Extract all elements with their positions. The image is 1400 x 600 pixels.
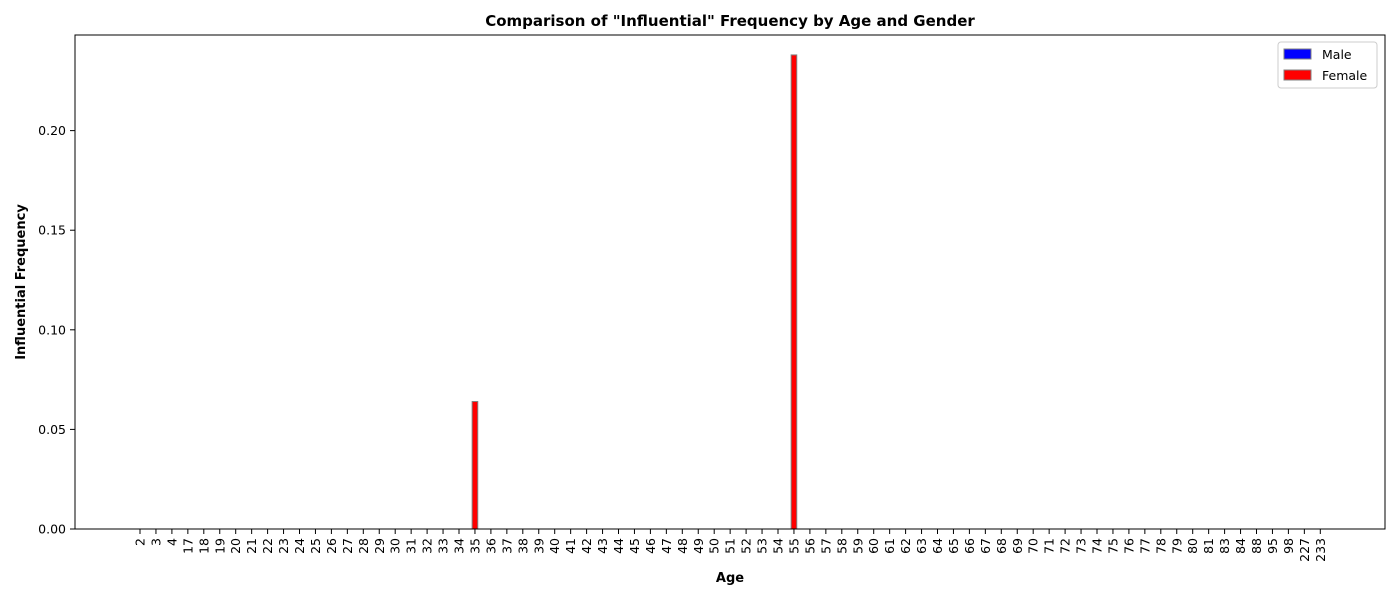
x-tick-label: 77 [1137, 538, 1152, 554]
x-tick-label: 59 [850, 538, 865, 554]
y-tick-label: 0.15 [38, 223, 66, 238]
x-tick-label: 31 [404, 538, 419, 554]
x-tick-label: 2 [133, 538, 148, 546]
x-tick-label: 73 [1074, 538, 1089, 554]
axes-frame [74, 34, 1386, 530]
legend-swatch-female [1283, 69, 1312, 81]
x-tick-label: 227 [1297, 538, 1312, 562]
x-tick-label: 83 [1217, 538, 1232, 554]
x-tick-label: 75 [1105, 538, 1120, 554]
x-tick-label: 72 [1058, 538, 1073, 554]
x-tick-label: 28 [356, 538, 371, 554]
x-tick-label: 35 [467, 538, 482, 554]
x-tick-label: 66 [962, 538, 977, 554]
bar-female-55 [790, 54, 798, 530]
x-tick-label: 61 [882, 538, 897, 554]
x-tick-label: 64 [930, 538, 945, 554]
legend-label-female: Female [1322, 68, 1368, 83]
x-tick-label: 24 [292, 538, 307, 554]
x-tick-label: 25 [308, 538, 323, 554]
x-tick-label: 55 [786, 538, 801, 554]
x-tick-label: 3 [148, 538, 163, 546]
x-tick-label: 71 [1042, 538, 1057, 554]
y-tick-label: 0.00 [38, 522, 66, 537]
y-tick-label: 0.20 [38, 123, 66, 138]
x-tick-label: 53 [755, 538, 770, 554]
x-tick-label: 49 [691, 538, 706, 554]
x-tick-label: 33 [436, 538, 451, 554]
x-tick-label: 26 [324, 538, 339, 554]
x-tick-label: 34 [452, 538, 467, 554]
x-tick-label: 70 [1026, 538, 1041, 554]
x-tick-label: 36 [483, 538, 498, 554]
x-tick-label: 69 [1010, 538, 1025, 554]
x-tick-label: 42 [579, 538, 594, 554]
x-tick-label: 44 [611, 538, 626, 554]
x-tick-label: 18 [196, 538, 211, 554]
x-tick-label: 38 [515, 538, 530, 554]
x-tick-label: 45 [627, 538, 642, 554]
x-tick-label: 27 [340, 538, 355, 554]
x-tick-label: 30 [388, 538, 403, 554]
x-tick-label: 39 [531, 538, 546, 554]
x-tick-label: 98 [1281, 538, 1296, 554]
x-tick-label: 4 [164, 538, 179, 546]
x-tick-label: 78 [1153, 538, 1168, 554]
y-axis-label: Influential Frequency [14, 204, 29, 360]
x-tick-label: 65 [946, 538, 961, 554]
x-tick-label: 21 [244, 538, 259, 554]
x-tick-label: 63 [914, 538, 929, 554]
x-tick-label: 58 [834, 538, 849, 554]
x-tick-label: 19 [212, 538, 227, 554]
x-tick-label: 51 [723, 538, 738, 554]
x-tick-label: 79 [1169, 538, 1184, 554]
x-tick-label: 32 [420, 538, 435, 554]
x-tick-label: 67 [978, 538, 993, 554]
x-axis-label: Age [716, 571, 744, 586]
legend-swatch-male [1283, 48, 1312, 60]
x-tick-label: 23 [276, 538, 291, 554]
x-tick-label: 95 [1265, 538, 1280, 554]
x-tick-label: 68 [994, 538, 1009, 554]
x-tick-label: 41 [563, 538, 578, 554]
x-tick-label: 84 [1233, 538, 1248, 554]
x-tick-label: 17 [180, 538, 195, 554]
chart-title: Comparison of "Influential" Frequency by… [485, 12, 975, 30]
x-tick-label: 20 [228, 538, 243, 554]
y-tick-label: 0.05 [38, 422, 66, 437]
x-tick-label: 50 [707, 538, 722, 554]
x-tick-label: 81 [1201, 538, 1216, 554]
bar-female-35 [471, 401, 479, 530]
x-tick-label: 40 [547, 538, 562, 554]
x-tick-label: 76 [1121, 538, 1136, 554]
x-tick-label: 74 [1090, 538, 1105, 554]
plot-area: 0.000.050.100.150.202 3 4 17 18 19 20 21 22 23 24 2… [38, 34, 1386, 562]
x-tick-label: 29 [372, 538, 387, 554]
x-tick-label: 54 [771, 538, 786, 554]
x-tick-label: 233 [1313, 538, 1328, 562]
x-tick-label: 62 [898, 538, 913, 554]
x-tick-label: 47 [659, 538, 674, 554]
x-tick-label: 88 [1249, 538, 1264, 554]
x-tick-label: 37 [499, 538, 514, 554]
legend-label-male: Male [1322, 47, 1352, 62]
x-tick-label: 56 [802, 538, 817, 554]
x-tick-label: 80 [1185, 538, 1200, 554]
y-tick-label: 0.10 [38, 322, 66, 337]
x-tick-label: 43 [595, 538, 610, 554]
x-tick-label: 60 [866, 538, 881, 554]
x-tick-label: 48 [675, 538, 690, 554]
legend: Male Female [1277, 41, 1378, 89]
x-tick-label: 46 [643, 538, 658, 554]
x-tick-label: 57 [818, 538, 833, 554]
x-tick-label: 22 [260, 538, 275, 554]
x-tick-label: 52 [739, 538, 754, 554]
